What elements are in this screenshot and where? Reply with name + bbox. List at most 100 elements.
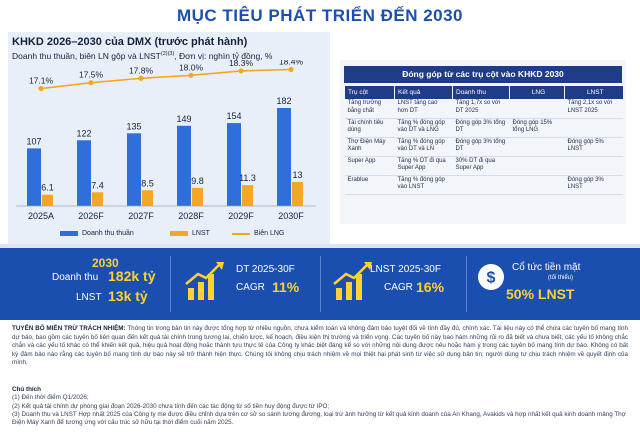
revenue-label: 154 xyxy=(226,111,241,121)
revenue-label: 135 xyxy=(126,121,141,131)
pillar-cell: Tăng % đóng góp vào DT và LN xyxy=(397,138,445,153)
x-tick-label: 2027F xyxy=(128,211,154,221)
margin-point xyxy=(238,68,244,74)
plan-chart: 107 6.1 2025A 122 7.4 2026F 135 8.5 2027F 149 9.8 2… xyxy=(16,60,316,221)
revenue-label: 149 xyxy=(176,114,191,124)
pillar-cell: 30% DT đi qua Super App xyxy=(455,157,496,172)
pillar-cell xyxy=(565,156,623,175)
pillar-cell xyxy=(510,175,565,194)
kpi-revenue-value: 182k tỷ xyxy=(108,268,156,284)
profit-label: 6.1 xyxy=(41,183,54,193)
dollar-coin-icon: $ xyxy=(478,264,504,290)
kpi-dividend-value: 50% LNST xyxy=(506,286,575,302)
margin-label: 17.5% xyxy=(79,70,104,80)
profit-bar xyxy=(292,181,303,206)
pillar-cell xyxy=(565,118,623,137)
pillar-cell: Tài chính tiêu dùng xyxy=(347,119,384,134)
svg-text:$: $ xyxy=(487,270,496,287)
kpi-revenue-label: Doanh thu xyxy=(52,272,99,283)
note-item: (1) Đến thời điểm Q1/2026; xyxy=(12,394,89,402)
kpi-separator xyxy=(170,256,171,312)
growth-chart-icon xyxy=(185,262,224,300)
margin-point xyxy=(138,75,144,81)
margin-point xyxy=(38,85,44,92)
pillar-cell: Tăng 1,7x so với DT 2025 xyxy=(455,100,501,114)
legend-profit: LNST xyxy=(170,230,210,237)
col-header: LNG xyxy=(509,86,565,99)
revenue-bar xyxy=(227,123,241,206)
divider xyxy=(0,244,640,250)
disclaimer: TUYÊN BỐ MIỄN TRỪ TRÁCH NHIỆM: Thông tin… xyxy=(12,325,628,367)
x-tick-label: 2025A xyxy=(28,211,54,221)
pillar-row: Erablue Tăng % đóng góp vào LNST Đóng góp … xyxy=(344,175,623,194)
kpi-separator xyxy=(466,256,467,312)
revenue-label: 182 xyxy=(276,96,291,106)
kpi-dividend-note: (tối thiểu) xyxy=(548,275,574,281)
revenue-label: 107 xyxy=(26,136,41,146)
profit-growth-icon xyxy=(333,262,372,300)
margin-label: 17.8% xyxy=(129,65,154,75)
pillar-cell: Tăng trưởng bằng chất xyxy=(347,100,382,114)
col-header: Kết quả xyxy=(394,86,453,99)
legend-revenue-swatch xyxy=(60,231,78,236)
pillar-cell: Đóng góp 3% LNST xyxy=(567,176,604,191)
pillars-title: Đóng góp từ các trụ cột vào KHKD 2030 xyxy=(344,66,622,83)
kpi-dt-label: DT 2025-30F xyxy=(236,264,295,275)
pillar-cell xyxy=(510,156,565,175)
profit-label: 11.3 xyxy=(239,173,256,183)
pillar-cell: Erablue xyxy=(347,176,369,183)
margin-label: 18.0% xyxy=(179,62,204,72)
pillar-row: Tài chính tiêu dùng Tăng % đóng góp vào D… xyxy=(344,118,623,137)
pillar-cell: Tăng 2,1x so với LNST 2025 xyxy=(567,100,613,114)
profit-label: 8.5 xyxy=(141,178,154,188)
pillar-cell xyxy=(453,175,510,194)
profit-bar xyxy=(192,187,203,206)
kpi-dt-cagr-label: CAGR xyxy=(236,282,265,293)
revenue-label: 122 xyxy=(76,128,91,138)
pillar-cell: Đóng góp 5% LNST xyxy=(567,138,604,153)
pillar-cell: Tăng % đóng góp vào DT và LNG xyxy=(397,119,445,134)
profit-label: 9.8 xyxy=(191,176,204,186)
kpi-dt-cagr-value: 11% xyxy=(272,279,300,295)
revenue-bar xyxy=(177,125,191,206)
profit-bar xyxy=(92,192,103,206)
margin-point xyxy=(188,72,194,78)
col-header: LNST xyxy=(564,86,623,99)
pillar-cell: Thợ Điện Máy Xanh xyxy=(347,138,386,153)
pillar-cell: Super App xyxy=(347,157,376,164)
pillar-row: Super App Tăng % DT đi qua Super App 30% D… xyxy=(344,156,623,175)
revenue-bar xyxy=(127,133,141,206)
pillar-cell xyxy=(510,99,565,118)
pillar-cell xyxy=(510,137,565,156)
page-title: MỤC TIÊU PHÁT TRIỂN ĐẾN 2030 xyxy=(176,6,464,25)
legend-revenue: Doanh thu thuần xyxy=(60,230,134,237)
kpi-lnst-cagr-value: 16% xyxy=(416,279,445,295)
note-item: (3) Doanh thu và LNST Hợp nhất 2025 của … xyxy=(12,410,626,427)
x-tick-label: 2028F xyxy=(178,211,204,221)
x-tick-label: 2030F xyxy=(278,211,304,221)
pillar-cell: Đóng góp 15% tổng LNG xyxy=(512,119,553,134)
x-tick-label: 2029F xyxy=(228,211,254,221)
revenue-bar xyxy=(277,108,291,206)
col-header: Doanh thu xyxy=(452,86,510,99)
notes: Chú thích (1) Đến thời điểm Q1/2026; (2)… xyxy=(12,386,628,427)
note-item: (2) Kết quả tài chính dự phóng giai đoạn… xyxy=(12,402,330,410)
kpi-profit-label: LNST xyxy=(76,292,102,303)
pillars-table: Trụ cột Kết quả Doanh thu LNG LNST Tăng … xyxy=(344,86,623,195)
chart-panel xyxy=(8,32,330,244)
kpi-separator xyxy=(320,256,321,312)
profit-label: 7.4 xyxy=(91,180,104,190)
chart-subtitle: Doanh thu thuần, biên LN gộp và LNST(2)(… xyxy=(12,51,273,61)
legend-margin-swatch xyxy=(232,232,250,235)
profit-bar xyxy=(42,194,53,206)
kpi-dividend-label: Cổ tức tiền mặt xyxy=(512,262,581,273)
pillar-row: Thợ Điện Máy Xanh Tăng % đóng góp vào DT … xyxy=(344,137,623,156)
margin-label: 17.1% xyxy=(29,76,54,86)
col-header: Trụ cột xyxy=(344,86,395,99)
x-tick-label: 2026F xyxy=(78,211,104,221)
pillar-cell: Tăng % DT đi qua Super App xyxy=(397,157,446,172)
kpi-lnst-cagr-label: CAGR xyxy=(384,282,413,293)
pillar-cell: LNST tăng cao hơn DT xyxy=(397,100,438,114)
kpi-year: 2030 xyxy=(92,256,119,270)
revenue-bar xyxy=(27,148,41,206)
